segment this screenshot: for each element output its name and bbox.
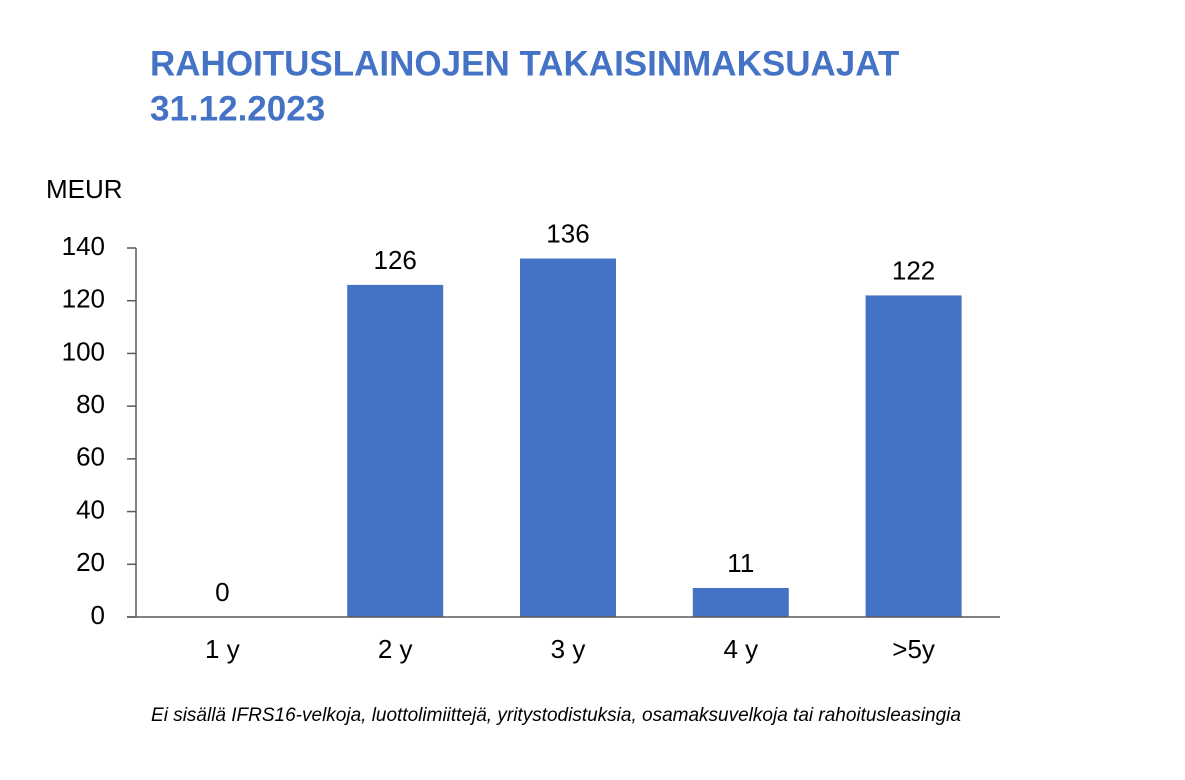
y-tick-label: 80 xyxy=(76,389,105,419)
bar xyxy=(865,295,962,617)
x-tick-label: 4 y xyxy=(723,634,758,664)
data-label: 11 xyxy=(727,548,754,578)
data-label: 122 xyxy=(892,255,935,285)
x-tick-label: 1 y xyxy=(205,634,240,664)
bar xyxy=(520,258,616,617)
x-tick-label: 2 y xyxy=(378,634,413,664)
x-tick-label: >5y xyxy=(892,634,935,664)
chart-subtitle: 31.12.2023 xyxy=(150,89,325,128)
y-tick-label: 20 xyxy=(76,547,105,577)
y-tick-label: 40 xyxy=(76,494,105,524)
data-label: 136 xyxy=(546,218,589,248)
footnote: Ei sisällä IFRS16-velkoja, luottolimiitt… xyxy=(151,705,961,726)
y-tick-label: 100 xyxy=(62,336,105,366)
data-label: 0 xyxy=(215,577,229,607)
bar xyxy=(692,588,789,617)
chart-title: RAHOITUSLAINOJEN TAKAISINMAKSUAJAT xyxy=(150,44,899,83)
bar xyxy=(347,284,444,617)
y-tick-label: 140 xyxy=(62,231,105,261)
x-tick-label: 3 y xyxy=(551,634,586,664)
y-tick-label: 0 xyxy=(91,600,105,630)
y-tick-label: 120 xyxy=(62,284,105,314)
data-label: 126 xyxy=(374,245,417,275)
y-axis-label: MEUR xyxy=(46,174,123,204)
y-tick-label: 60 xyxy=(76,442,105,472)
